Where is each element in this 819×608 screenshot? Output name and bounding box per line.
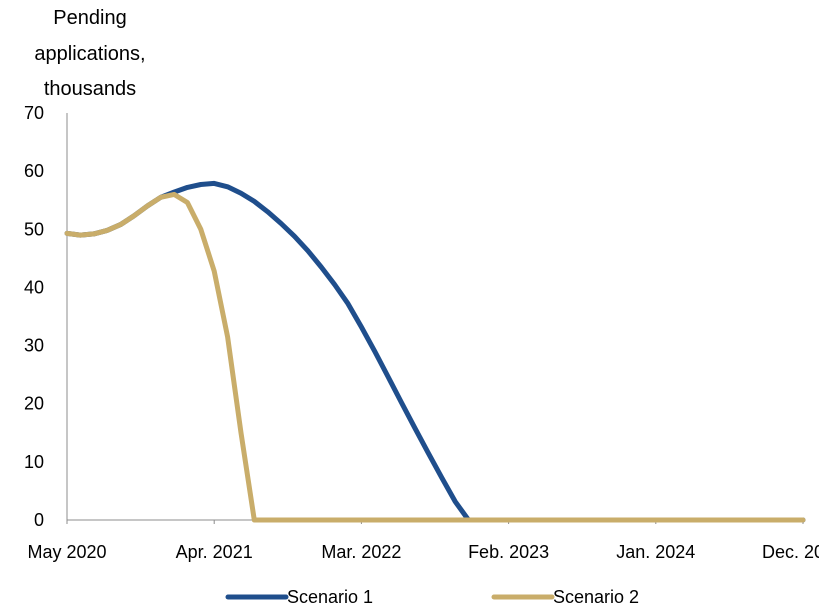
series-line-2: [64, 191, 806, 523]
legend-label-1: Scenario 1: [287, 587, 373, 607]
x-tick-label: Mar. 2022: [321, 542, 401, 562]
x-tick-label: Dec. 2024: [762, 542, 819, 562]
x-tick-label: Jan. 2024: [616, 542, 695, 562]
y-axis-title-line-1: Pending: [53, 7, 127, 29]
y-tick-label: 50: [24, 219, 44, 239]
axes: [66, 113, 803, 521]
y-axis-title-line-3: thousands: [43, 78, 137, 100]
y-tick-label: 30: [24, 336, 44, 356]
legend-label-2: Scenario 2: [553, 587, 639, 607]
y-tick-label: 0: [34, 510, 44, 530]
y-tick-label: 60: [24, 161, 44, 181]
y-tick-label: 40: [24, 277, 44, 297]
x-tick-labels: May 2020 Apr. 2021 Mar. 2022 Feb. 2023 Jan. …: [27, 520, 819, 562]
x-tick-label: Feb. 2023: [468, 542, 549, 562]
series-lines: [64, 180, 806, 523]
y-tick-label: 70: [24, 103, 44, 123]
series-line-1: [64, 180, 806, 523]
y-tick-label: 20: [24, 394, 44, 414]
x-tick-label: Apr. 2021: [176, 542, 253, 562]
y-axis-title-line-2: applications,: [34, 43, 146, 65]
x-tick-label: May 2020: [27, 542, 106, 562]
legend: Scenario 1 Scenario 2: [225, 587, 639, 607]
y-tick-labels: 0 10 20 30 40 50 60 70: [24, 103, 44, 530]
y-tick-label: 10: [24, 452, 44, 472]
